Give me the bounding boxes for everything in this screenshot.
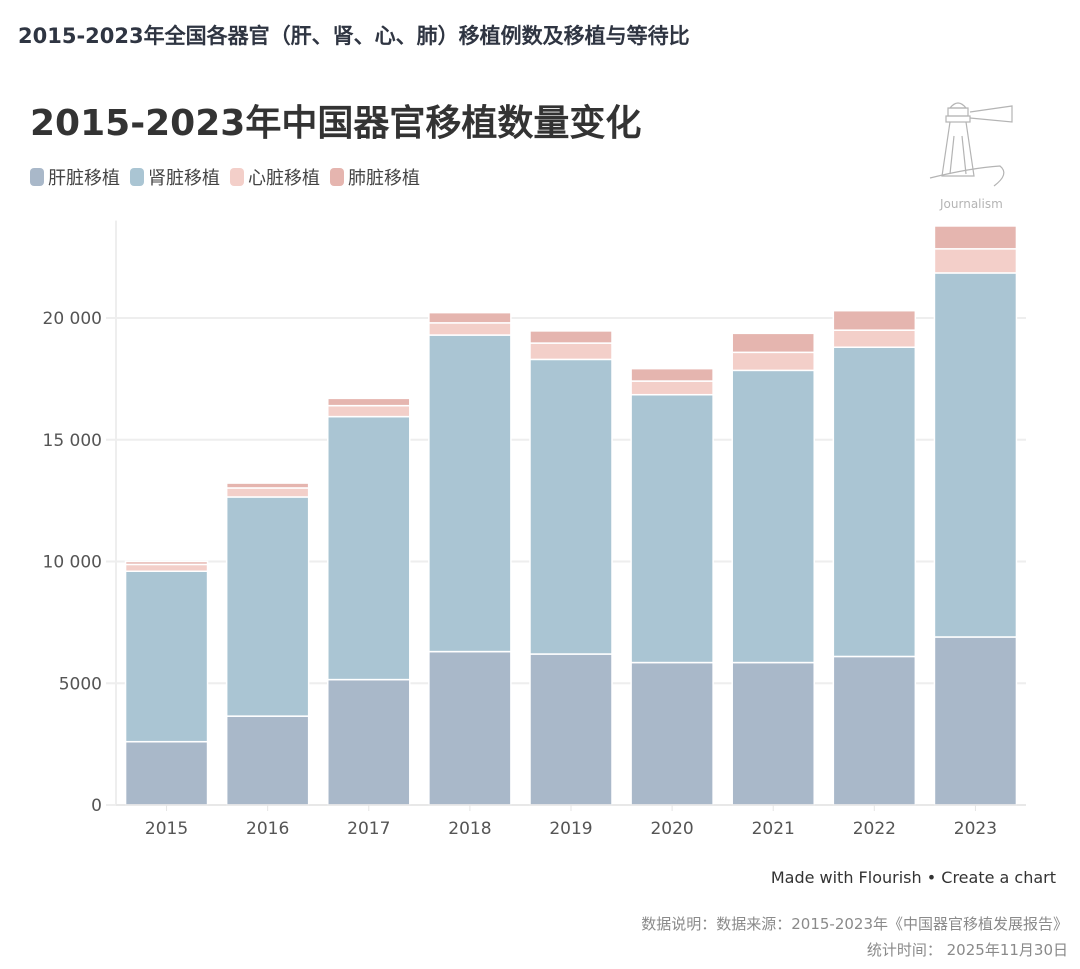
bar-2018-series-0[interactable]: 肝脏移植 2018: 6300 xyxy=(428,650,512,806)
y-tick-label: 10 000 xyxy=(43,553,102,573)
y-tick-label: 5000 xyxy=(59,674,102,694)
legend: 肝脏移植 肾脏移植 心脏移植 肺脏移植 xyxy=(30,164,420,190)
x-tick-label: 2021 xyxy=(752,819,795,839)
source-note: 数据说明：数据来源：2015-2023年《中国器官移植发展报告》 xyxy=(641,915,1068,933)
bar-2021-series-1[interactable]: 肾脏移植 2021: 12000 xyxy=(731,369,815,664)
legend-item-kidney[interactable]: 肾脏移植 xyxy=(130,164,220,190)
flourish-credit: Made with Flourish • Create a chart xyxy=(771,868,1056,887)
bar-2015-series-3[interactable]: 肺脏移植 2015: 120 xyxy=(124,560,209,566)
y-tick-label: 0 xyxy=(91,796,102,816)
bar-2019-series-0[interactable]: 肝脏移植 2019: 6200 xyxy=(529,653,613,806)
bar-2022-series-3[interactable]: 肺脏移植 2022: 800 xyxy=(832,309,917,331)
legend-swatch-liver xyxy=(30,168,44,186)
bar-2023-series-3[interactable]: 肺脏移植 2023: 940 xyxy=(933,225,1018,250)
bar-2015-series-0[interactable]: 肝脏移植 2015: 2600 xyxy=(124,740,209,806)
bar-2018-series-1[interactable]: 肾脏移植 2018: 13000 xyxy=(428,334,512,653)
bar-2016-series-3[interactable]: 肺脏移植 2016: 200 xyxy=(225,482,310,489)
x-tick-label: 2015 xyxy=(145,819,188,839)
x-tick-label: 2023 xyxy=(954,819,997,839)
bar-2019-series-1[interactable]: 肾脏移植 2019: 12100 xyxy=(529,358,613,655)
x-axis: 2015 2016 2017 2018 2019 2020 2021 2022 2023 xyxy=(116,804,1026,839)
y-axis: 0 5000 10 000 15 000 20 000 xyxy=(43,309,102,816)
bar-2020-series-2[interactable]: 心脏移植 2020: 560 xyxy=(630,380,714,396)
bar-2020-series-0[interactable]: 肝脏移植 2020: 5850 xyxy=(630,661,714,806)
create-chart-link[interactable]: Create a chart xyxy=(941,868,1056,887)
x-tick-label: 2019 xyxy=(549,819,592,839)
x-tick-label: 2022 xyxy=(853,819,896,839)
bar-2016-series-1[interactable]: 肾脏移植 2016: 9000 xyxy=(225,496,310,717)
bar-2019-series-3[interactable]: 肺脏移植 2019: 500 xyxy=(529,330,613,344)
legend-item-heart[interactable]: 心脏移植 xyxy=(230,164,320,190)
legend-label-liver: 肝脏移植 xyxy=(48,168,120,189)
bar-2022-series-1[interactable]: 肾脏移植 2022: 12700 xyxy=(832,346,917,658)
legend-label-kidney: 肾脏移植 xyxy=(148,168,220,189)
page-header: 2015-2023年全国各器官（肝、肾、心、肺）移植例数及移植与等待比 xyxy=(18,24,690,48)
legend-label-lung: 肺脏移植 xyxy=(348,168,420,189)
bar-2020-series-1[interactable]: 肾脏移植 2020: 11000 xyxy=(630,393,714,664)
bar-2022-series-2[interactable]: 心脏移植 2022: 700 xyxy=(832,329,917,348)
legend-label-heart: 心脏移植 xyxy=(248,168,320,189)
legend-item-liver[interactable]: 肝脏移植 xyxy=(30,164,120,190)
bar-2020-series-3[interactable]: 肺脏移植 2020: 510 xyxy=(630,367,714,382)
bar-2022-series-0[interactable]: 肝脏移植 2022: 6100 xyxy=(832,655,917,806)
x-tick-label: 2020 xyxy=(650,819,693,839)
lighthouse-watermark-icon: Journalism xyxy=(929,102,1013,211)
bar-2023-series-0[interactable]: 肝脏移植 2023: 6900 xyxy=(933,636,1018,806)
bar-2015-series-2[interactable]: 心脏移植 2015: 280 xyxy=(124,563,209,572)
bar-2018-series-2[interactable]: 心脏移植 2018: 500 xyxy=(428,322,512,336)
made-with-flourish-link[interactable]: Made with Flourish xyxy=(770,868,922,887)
credit-separator: • xyxy=(926,868,937,887)
bar-2018-series-3[interactable]: 肺脏移植 2018: 420 xyxy=(428,311,512,324)
x-tick-label: 2016 xyxy=(246,819,289,839)
bar-2017-series-2[interactable]: 心脏移植 2017: 450 xyxy=(327,404,411,418)
date-note: 统计时间： 2025年11月30日 xyxy=(866,941,1068,959)
watermark-text: Journalism xyxy=(939,197,1003,211)
bar-2015-series-1[interactable]: 肾脏移植 2015: 7000 xyxy=(124,570,209,743)
chart-title: 2015-2023年中国器官移植数量变化 xyxy=(30,103,642,144)
legend-item-lung[interactable]: 肺脏移植 xyxy=(330,164,420,190)
legend-swatch-heart xyxy=(230,168,244,186)
bar-2021-series-3[interactable]: 肺脏移植 2021: 780 xyxy=(731,332,815,354)
y-tick-label: 20 000 xyxy=(43,309,102,329)
x-tick-label: 2018 xyxy=(448,819,491,839)
y-tick-label: 15 000 xyxy=(43,431,102,451)
x-tick-label: 2017 xyxy=(347,819,390,839)
bars: 肝脏移植 2015: 2600肾脏移植 2015: 7000心脏移植 2015:… xyxy=(124,225,1018,806)
bar-2017-series-1[interactable]: 肾脏移植 2017: 10800 xyxy=(327,415,411,681)
bar-2023-series-2[interactable]: 心脏移植 2023: 990 xyxy=(933,248,1018,274)
bar-2019-series-2[interactable]: 心脏移植 2019: 670 xyxy=(529,342,613,361)
bar-2017-series-0[interactable]: 肝脏移植 2017: 5150 xyxy=(327,678,411,806)
bar-2017-series-3[interactable]: 肺脏移植 2017: 300 xyxy=(327,397,411,407)
bar-2016-series-2[interactable]: 心脏移植 2016: 370 xyxy=(225,487,310,498)
legend-swatch-kidney xyxy=(130,168,144,186)
bar-2021-series-2[interactable]: 心脏移植 2021: 740 xyxy=(731,351,815,372)
bar-2021-series-0[interactable]: 肝脏移植 2021: 5850 xyxy=(731,661,815,806)
bar-2016-series-0[interactable]: 肝脏移植 2016: 3650 xyxy=(225,715,310,806)
bar-2023-series-1[interactable]: 肾脏移植 2023: 14950 xyxy=(933,272,1018,638)
legend-swatch-lung xyxy=(330,168,344,186)
